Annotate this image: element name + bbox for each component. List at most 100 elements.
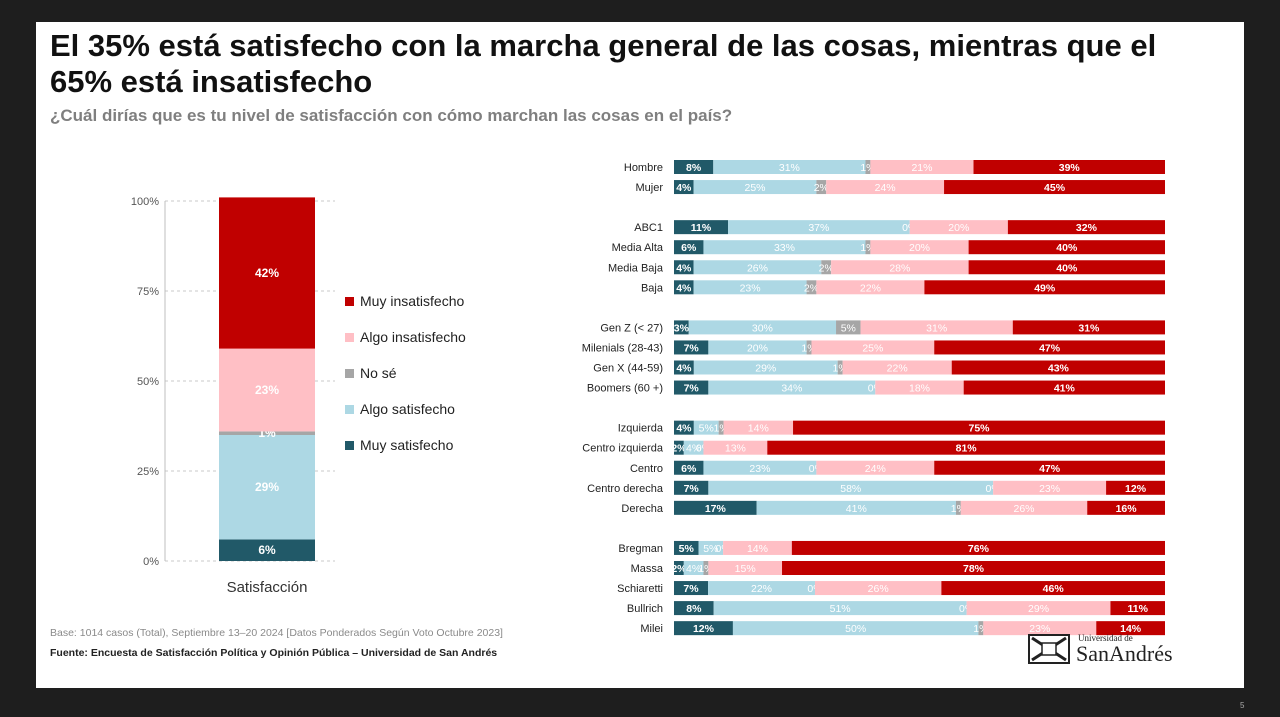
bar-segment-no_se <box>806 340 812 355</box>
bar-data-label: 4% <box>686 563 701 575</box>
bar-segment-algo_insatisfecho <box>816 460 935 475</box>
slide-subtitle: ¿Cuál dirías que es tu nivel de satisfac… <box>50 106 733 125</box>
bar-data-label: 25% <box>862 342 883 354</box>
bar-segment-algo_satisfecho <box>756 500 956 515</box>
bar-data-label: 16% <box>1116 503 1138 515</box>
university-logo: Universidad de SanAndrés <box>1028 633 1173 665</box>
bar-segment-muy_satisfecho <box>674 260 694 275</box>
bar-data-label: 2% <box>819 262 834 274</box>
bar-data-label: 7% <box>684 342 700 354</box>
bar-segment-algo_insatisfecho <box>966 601 1111 616</box>
row-label: Centro derecha <box>587 483 664 495</box>
bar-segment-algo_satisfecho <box>708 380 876 395</box>
legend-label: Muy satisfecho <box>360 437 454 453</box>
bar-data-label: 22% <box>860 282 881 294</box>
stacked-column-chart: 0%25%50%75%100%6%29%1%23%42%Satisfacción <box>131 196 335 596</box>
legend-swatch <box>345 296 354 306</box>
bar-segment-muy_insatisfecho <box>1096 621 1165 636</box>
bar-data-label: 22% <box>751 583 772 595</box>
bar-data-label: 7% <box>684 383 700 395</box>
bar-segment-muy_satisfecho <box>674 561 684 575</box>
bar-segment-muy_satisfecho <box>674 420 694 435</box>
bar-data-label: 15% <box>735 563 756 575</box>
bar-data-label: 46% <box>1043 583 1065 595</box>
bar-data-label: 23% <box>749 463 770 475</box>
legend-item-muy_satisfecho: Muy satisfecho <box>345 427 466 463</box>
bar-segment-algo_insatisfecho <box>860 320 1013 335</box>
bar-data-label: 13% <box>725 443 746 455</box>
bar-segment-muy_insatisfecho <box>924 280 1165 295</box>
bar-data-label: 58% <box>840 483 861 495</box>
legend-swatch <box>345 440 354 450</box>
bar-segment-muy_satisfecho <box>674 440 684 455</box>
bar-segment-muy_satisfecho <box>674 581 709 596</box>
bar-data-label: 8% <box>686 603 702 615</box>
bar-segment-muy_satisfecho <box>674 601 714 616</box>
bar-data-label: 28% <box>889 262 910 274</box>
bar-segment-algo_insatisfecho <box>875 380 964 395</box>
bar-data-label: 37% <box>808 222 829 234</box>
bar-segment-muy_insatisfecho <box>968 240 1165 255</box>
bar-data-label: 22% <box>887 363 908 375</box>
bar-segment-muy_insatisfecho <box>934 460 1165 475</box>
bar-data-label: 20% <box>909 242 930 254</box>
stack-data-label: 29% <box>255 480 279 494</box>
bar-data-label: 23% <box>740 282 761 294</box>
bar-data-label: 41% <box>1054 383 1076 395</box>
bar-segment-algo_satisfecho <box>713 601 967 616</box>
legend-label: Algo satisfecho <box>360 401 455 417</box>
bar-data-label: 14% <box>1120 623 1142 635</box>
bar-segment-algo_insatisfecho <box>708 561 783 575</box>
legend-item-no_se: No sé <box>345 355 466 391</box>
bar-data-label: 78% <box>963 563 985 575</box>
bar-segment-algo_insatisfecho <box>723 540 792 555</box>
bar-segment-algo_insatisfecho <box>816 280 925 295</box>
bar-segment-algo_satisfecho <box>728 220 910 235</box>
row-label: Gen Z (< 27) <box>600 322 663 334</box>
bar-segment-algo_satisfecho <box>693 420 719 435</box>
bar-segment-no_se <box>806 280 817 295</box>
bar-data-label: 5% <box>703 543 718 555</box>
bar-segment-muy_insatisfecho <box>944 180 1165 195</box>
bar-data-label: 5% <box>679 543 695 555</box>
bar-segment-muy_satisfecho <box>674 220 729 235</box>
bar-data-label: 39% <box>1059 162 1081 174</box>
row-label: Bregman <box>618 543 663 555</box>
bar-segment-muy_insatisfecho <box>1087 500 1165 515</box>
bar-data-label: 43% <box>1048 363 1070 375</box>
bar-segment-algo_insatisfecho <box>842 360 952 375</box>
bar-segment-muy_satisfecho <box>674 320 689 335</box>
bar-data-label: 17% <box>705 503 727 515</box>
bar-segment-no_se <box>978 621 984 636</box>
bar-segment-algo_satisfecho <box>703 460 817 475</box>
bar-segment-muy_satisfecho <box>674 540 699 555</box>
bar-data-label: 26% <box>1014 503 1035 515</box>
stack-segment-muy_satisfecho <box>219 539 315 561</box>
row-label: Derecha <box>621 503 663 515</box>
bar-segment-muy_satisfecho <box>674 180 694 195</box>
bar-segment-algo_satisfecho <box>693 360 838 375</box>
row-label: Media Alta <box>612 242 664 254</box>
bar-data-label: 47% <box>1039 463 1061 475</box>
y-tick-label: 50% <box>137 376 159 388</box>
bar-segment-muy_satisfecho <box>674 360 694 375</box>
bar-data-label: 5% <box>699 423 714 435</box>
bar-segment-algo_insatisfecho <box>811 340 935 355</box>
row-label: Gen X (44-59) <box>593 363 663 375</box>
row-label: Boomers (60 +) <box>587 383 663 395</box>
bar-data-label: 7% <box>684 483 700 495</box>
bar-segment-algo_satisfecho <box>693 260 822 275</box>
bar-data-label: 14% <box>748 423 769 435</box>
bar-segment-algo_insatisfecho <box>831 260 969 275</box>
legend-label: Algo insatisfecho <box>360 329 466 345</box>
logo-line2: SanAndrés <box>1076 641 1173 666</box>
bar-segment-muy_satisfecho <box>674 500 757 515</box>
bar-data-label: 12% <box>693 623 715 635</box>
bar-data-label: 23% <box>1039 483 1060 495</box>
row-label: Massa <box>631 563 664 575</box>
y-tick-label: 100% <box>131 196 159 208</box>
legend-item-algo_insatisfecho: Algo insatisfecho <box>345 319 466 355</box>
bar-data-label: 2% <box>814 182 829 194</box>
legend-swatch <box>345 332 354 342</box>
bar-segment-algo_satisfecho <box>708 581 815 596</box>
